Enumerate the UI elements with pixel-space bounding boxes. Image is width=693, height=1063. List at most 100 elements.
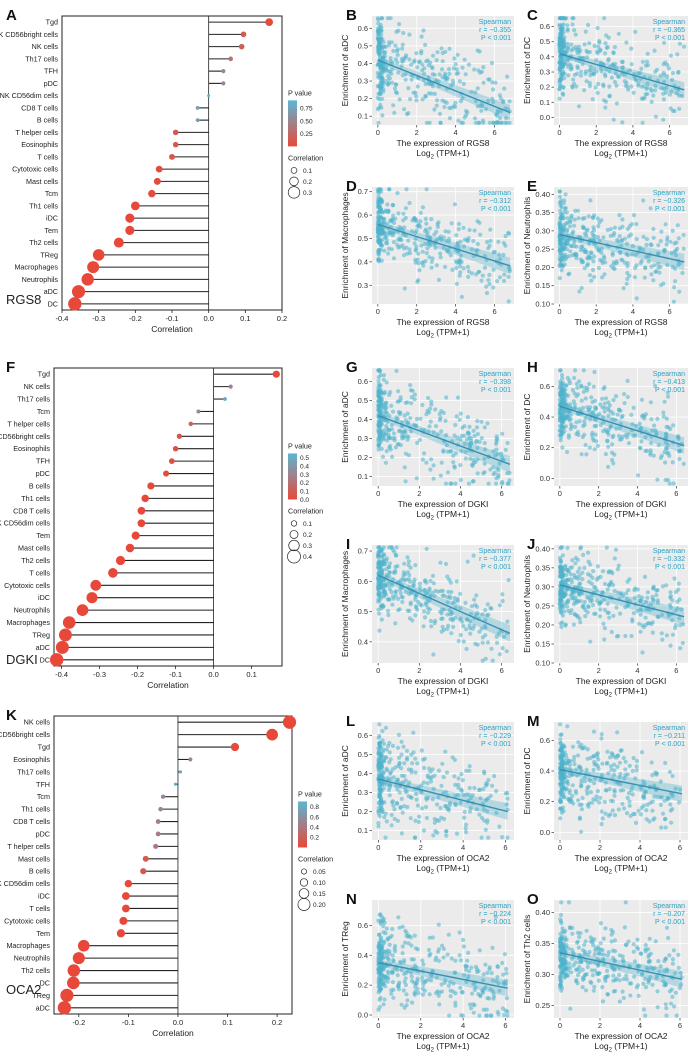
y-tick-label: 0.5: [540, 37, 550, 46]
scatter-point: [382, 560, 387, 565]
scatter-point: [402, 761, 407, 766]
scatter-point: [668, 239, 673, 244]
scatter-point: [375, 107, 380, 112]
scatter-point: [406, 941, 411, 946]
scatter-point: [427, 935, 432, 940]
scatter-point: [590, 603, 596, 608]
scatter-point: [402, 979, 407, 984]
scatter-point: [448, 988, 453, 993]
scatter-point: [576, 740, 581, 745]
x-tick-label: 0: [376, 666, 380, 675]
scatter-point: [420, 992, 426, 997]
scatter-point: [606, 432, 611, 437]
scatter-point: [591, 438, 596, 443]
scatter-point: [406, 562, 411, 568]
scatter-point: [381, 589, 386, 595]
scatter-point: [674, 91, 679, 96]
scatter-point: [396, 915, 401, 920]
scatter-point: [595, 235, 601, 240]
scatter-point: [595, 598, 600, 603]
y-axis-title: Enrichment of aDC: [340, 391, 350, 463]
scatter-point: [480, 612, 485, 617]
scatter-point: [396, 211, 401, 216]
lollipop-dot: [77, 939, 90, 952]
scatter-point: [462, 809, 467, 815]
y-tick-label: 0.6: [358, 377, 368, 386]
scatter-point: [574, 394, 579, 399]
scatter-point: [391, 48, 396, 54]
scatter-point: [570, 565, 575, 570]
scatter-point: [408, 935, 413, 940]
scatter-point: [568, 243, 573, 248]
scatter-point: [604, 761, 610, 766]
scatter-point: [479, 419, 484, 424]
scatter-point: [403, 233, 408, 238]
category-label: aDC: [44, 287, 58, 296]
y-tick-label: 0.4: [358, 769, 368, 778]
scatter-point: [604, 788, 609, 793]
scatter-point: [576, 44, 582, 50]
scatter-point: [408, 816, 413, 821]
scatter-point: [632, 588, 637, 593]
scatter-point: [382, 997, 387, 1002]
scatter-point: [391, 577, 396, 582]
scatter-point: [563, 623, 568, 628]
scatter-point: [421, 263, 426, 268]
category-label: T cells: [37, 152, 58, 161]
scatter-point: [481, 1007, 486, 1012]
x-tick-label: 6: [503, 843, 507, 852]
scatter-point: [382, 815, 387, 820]
scatter-point: [454, 579, 459, 584]
scatter-point: [483, 633, 488, 638]
scatter-point: [427, 255, 432, 260]
scatter-point: [382, 216, 387, 221]
scatter-point: [424, 460, 429, 465]
scatter-point: [624, 811, 630, 816]
scatter-point: [458, 264, 463, 269]
scatter-point: [433, 245, 438, 250]
scatter-point: [658, 239, 663, 244]
scatter-point: [376, 33, 381, 38]
scatter-point: [463, 826, 468, 831]
y-tick-label: 0.15: [535, 639, 550, 648]
scatter-point: [402, 572, 408, 577]
scatter-point: [389, 71, 394, 76]
scatter-point: [488, 227, 493, 232]
scatter-point: [415, 65, 420, 70]
x-tick-label: 6: [674, 666, 678, 675]
category-label: Cytotoxic cells: [12, 165, 58, 174]
scatter-point: [501, 972, 506, 977]
scatter-point: [376, 735, 381, 740]
scatter-point: [439, 409, 444, 414]
scatter-point: [663, 90, 668, 95]
scatter-point: [557, 78, 562, 83]
scatter-point: [664, 416, 670, 421]
scatter-point: [436, 768, 442, 773]
scatter-point: [603, 51, 608, 56]
scatter-point: [450, 755, 455, 760]
category-label: TFH: [36, 457, 50, 466]
scatter-point: [623, 432, 628, 438]
scatter-point: [630, 617, 635, 622]
category-label: TReg: [32, 630, 50, 639]
y-tick-label: 0.30: [535, 226, 550, 235]
scatter-point: [396, 409, 401, 415]
scatter-point: [429, 265, 434, 270]
scatter-point: [596, 81, 601, 86]
scatter-point: [629, 788, 634, 793]
scatter-point: [394, 49, 400, 54]
scatter-point: [570, 744, 576, 749]
y-tick-label: 0.6: [540, 22, 550, 31]
panel-label-A: A: [6, 7, 17, 24]
scatter-point: [673, 253, 679, 258]
scatter-point: [397, 761, 402, 767]
scatter-point: [382, 418, 387, 423]
scatter-point: [394, 967, 400, 973]
scatter-point: [653, 88, 658, 93]
y-tick-label: 0.35: [535, 939, 550, 948]
scatter-point: [496, 631, 501, 636]
scatter-point: [562, 224, 567, 230]
scatter-point: [622, 806, 627, 811]
scatter-point: [465, 415, 470, 420]
